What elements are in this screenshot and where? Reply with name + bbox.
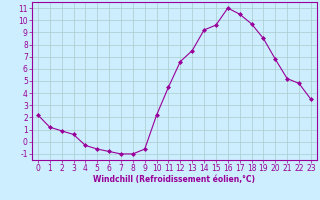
X-axis label: Windchill (Refroidissement éolien,°C): Windchill (Refroidissement éolien,°C) (93, 175, 255, 184)
